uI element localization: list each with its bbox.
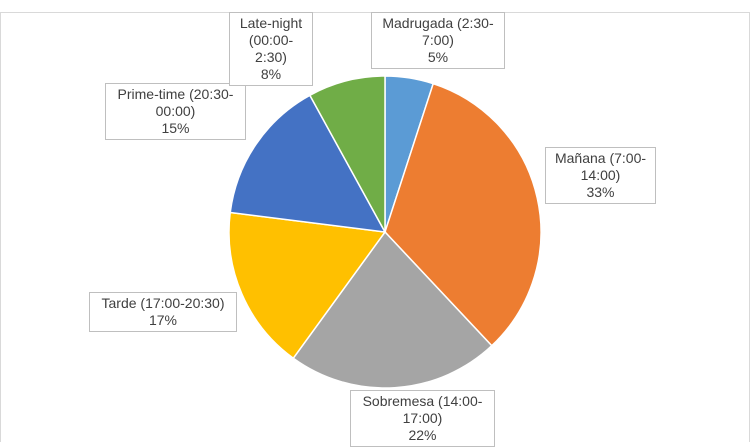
- category-label: Sobremesa (14:00-17:00): [362, 393, 483, 426]
- data-label: Madrugada (2:30-7:00) 5%: [371, 12, 505, 69]
- category-label: Tarde (17:00-20:30): [101, 295, 225, 311]
- pie-slice: [308, 75, 386, 233]
- pie-slice: [228, 211, 387, 360]
- data-label: Mañana (7:00-14:00) 33%: [545, 147, 656, 204]
- value-label: 15%: [161, 120, 190, 136]
- value-label: 5%: [427, 49, 449, 65]
- pie-slice: [229, 94, 387, 233]
- category-label: Mañana (7:00-14:00): [554, 150, 647, 183]
- value-label: 8%: [260, 66, 282, 82]
- data-label: Sobremesa (14:00-17:00) 22%: [350, 390, 495, 447]
- value-label: 33%: [586, 184, 615, 200]
- pie-slice: [384, 82, 542, 347]
- data-label: Tarde (17:00-20:30) 17%: [89, 292, 237, 332]
- data-label: Prime-time (20:30-00:00) 15%: [105, 83, 246, 140]
- category-label: Madrugada (2:30-7:00): [382, 15, 494, 48]
- category-label: Late-night (00:00-2:30): [239, 15, 303, 65]
- data-label: Late-night (00:00-2:30) 8%: [229, 12, 313, 86]
- category-label: Prime-time (20:30-00:00): [117, 86, 234, 119]
- value-label: 17%: [148, 312, 178, 328]
- pie-slice: [292, 230, 493, 389]
- value-label: 22%: [408, 427, 437, 443]
